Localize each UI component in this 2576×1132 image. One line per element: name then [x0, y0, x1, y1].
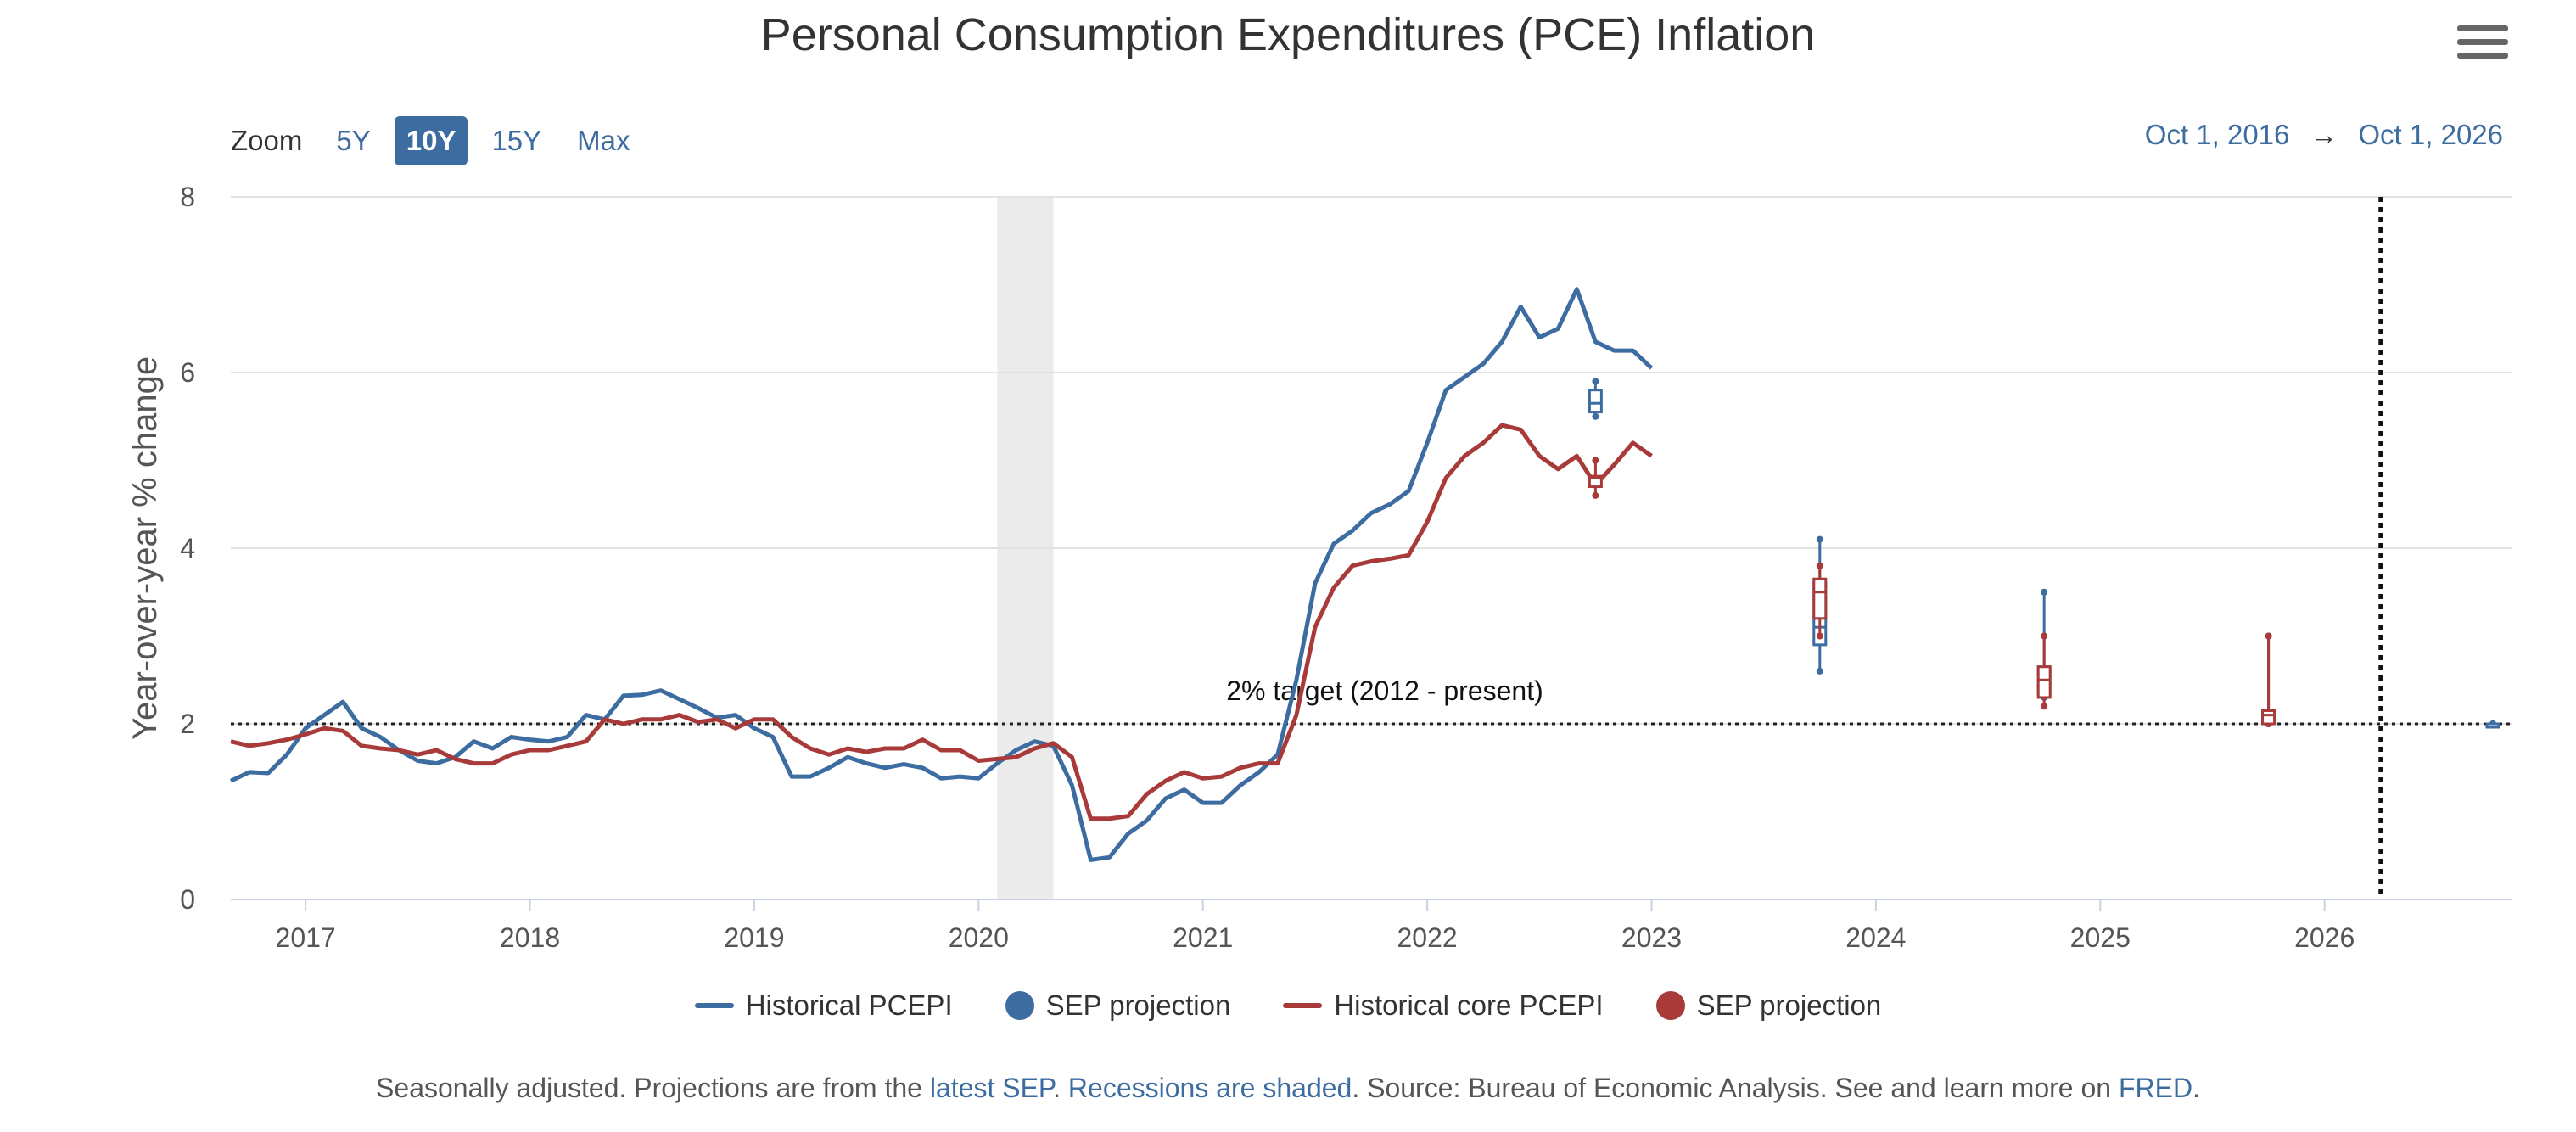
zoom-max-button[interactable]: Max [577, 125, 630, 156]
projection-max-marker [1592, 378, 1599, 385]
range-to[interactable]: Oct 1, 2026 [2358, 119, 2503, 150]
projection-max-marker [2265, 632, 2272, 640]
legend-item-historical-pcepi[interactable]: Historical PCEPI [694, 989, 953, 1022]
legend-dot-icon [1655, 991, 1685, 1020]
zoom-bar: Zoom 5Y 10Y 15Y Max [231, 114, 654, 168]
projection-max-marker [2041, 588, 2048, 596]
chart-legend: Historical PCEPI SEP projection Historic… [0, 989, 2576, 1022]
chart-footer: Seasonally adjusted. Projections are fro… [0, 1073, 2576, 1104]
projection-box[interactable] [1812, 577, 1828, 620]
y-tick-label: 8 [180, 182, 195, 212]
footer-text: . [1053, 1073, 1068, 1103]
projection-min-marker [2041, 703, 2048, 710]
legend-dot-icon [1005, 991, 1034, 1020]
x-tick-label: 2018 [500, 922, 560, 953]
latest-sep-link[interactable]: latest SEP [929, 1073, 1054, 1103]
target-label: 2% target (2012 - present) [1226, 675, 1543, 706]
chart-title: Personal Consumption Expenditures (PCE) … [760, 9, 1816, 60]
footer-text: . [2192, 1073, 2200, 1103]
projection-min-marker [1592, 491, 1599, 499]
y-tick-label: 2 [180, 709, 195, 739]
zoom-5y-button[interactable]: 5Y [336, 125, 371, 156]
x-tick-label: 2020 [949, 922, 1009, 953]
legend-item-sep-projection-core[interactable]: SEP projection [1655, 989, 1882, 1022]
series-line-historical-core-pcepi[interactable] [230, 423, 1653, 821]
y-tick-label: 4 [180, 533, 195, 563]
hamburger-menu-icon[interactable] [2457, 25, 2508, 68]
legend-label: Historical PCEPI [745, 989, 953, 1021]
series-line-historical-pcepi[interactable] [229, 287, 1654, 862]
x-tick-label: 2017 [276, 922, 336, 953]
zoom-10y-button[interactable]: 10Y [394, 116, 468, 165]
footer-text: . Source: Bureau of Economic Analysis. S… [1352, 1073, 2119, 1103]
projection-box[interactable] [2036, 665, 2052, 699]
projection-box[interactable] [1588, 389, 1603, 414]
projection-min-marker [1816, 632, 1823, 640]
range-arrow: → [2310, 119, 2338, 150]
footer-text: Seasonally adjusted. Projections are fro… [376, 1073, 930, 1103]
projection-box[interactable] [2261, 709, 2276, 726]
projection-max-marker [2041, 632, 2048, 640]
x-tick-label: 2021 [1173, 922, 1233, 953]
projection-min-marker [1592, 412, 1599, 420]
zoom-15y-button[interactable]: 15Y [491, 125, 542, 156]
legend-label: SEP projection [1045, 989, 1231, 1021]
zoom-label: Zoom [231, 125, 303, 156]
legend-line-icon [694, 1003, 734, 1008]
y-axis-label: Year-over-year % change [126, 356, 164, 740]
fred-link[interactable]: FRED [2118, 1073, 2193, 1103]
projection-max-marker [1816, 562, 1823, 569]
projection-min-marker [1816, 667, 1823, 675]
x-tick-label: 2026 [2294, 922, 2355, 953]
projection-max-marker [1592, 457, 1599, 464]
x-tick-label: 2022 [1397, 922, 1458, 953]
x-tick-label: 2019 [724, 922, 784, 953]
y-tick-label: 0 [180, 884, 195, 915]
legend-label: SEP projection [1696, 989, 1882, 1021]
legend-item-sep-projection-headline[interactable]: SEP projection [1005, 989, 1231, 1022]
projection-max-marker [1816, 535, 1823, 543]
y-tick-label: 6 [180, 357, 195, 388]
range-from[interactable]: Oct 1, 2016 [2144, 119, 2290, 150]
x-tick-label: 2025 [2070, 922, 2131, 953]
legend-line-icon [1283, 1003, 1323, 1008]
legend-label: Historical core PCEPI [1334, 989, 1604, 1021]
chart-plot: 0 2 4 6 8 2017 2018 2019 2020 2021 2022 2023 2024 202… [126, 182, 2512, 953]
date-range-display: Oct 1, 2016 → Oct 1, 2026 [2145, 119, 2503, 151]
legend-item-historical-core-pcepi[interactable]: Historical core PCEPI [1283, 989, 1604, 1022]
x-tick-label: 2024 [1845, 922, 1906, 953]
x-tick-label: 2023 [1621, 922, 1682, 953]
recessions-link[interactable]: Recessions are shaded [1067, 1073, 1352, 1103]
